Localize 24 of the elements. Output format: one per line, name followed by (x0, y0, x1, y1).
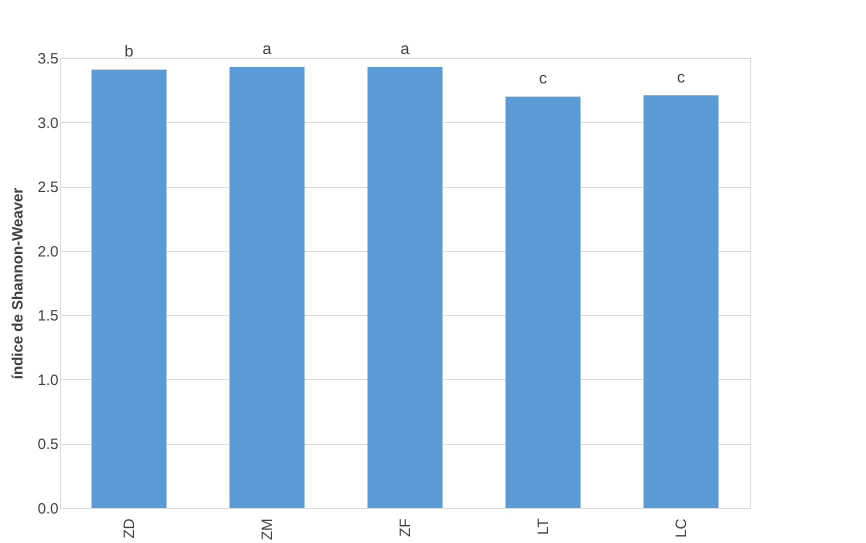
bar (644, 95, 718, 508)
y-tick-label: 3.0 (38, 114, 58, 132)
x-tick-label: LC (673, 518, 690, 538)
annotation: c (539, 70, 547, 88)
x-tick-label: LT (535, 518, 552, 535)
x-tick-label: ZF (397, 518, 414, 537)
y-tick-label: 3.5 (38, 50, 58, 68)
y-tick-label: 1.5 (38, 308, 58, 325)
annotation: a (262, 41, 272, 58)
x-tick-label: ZD (121, 518, 138, 538)
y-tick-label: 0.0 (38, 500, 58, 518)
bar (230, 67, 304, 508)
y-axis-title: índice de Shannon-Weaver (10, 188, 27, 380)
annotation: a (400, 41, 410, 58)
y-tick-label: 2.5 (38, 179, 58, 196)
annotation: c (677, 69, 685, 86)
bar (92, 70, 166, 508)
bar (506, 96, 580, 508)
x-tick-label: ZM (259, 518, 276, 540)
y-tick-label: 0.5 (38, 436, 58, 454)
y-tick-label: 2.0 (38, 243, 58, 260)
y-tick-label: 1.0 (38, 372, 58, 389)
bar (368, 67, 442, 508)
annotation: b (124, 44, 134, 61)
